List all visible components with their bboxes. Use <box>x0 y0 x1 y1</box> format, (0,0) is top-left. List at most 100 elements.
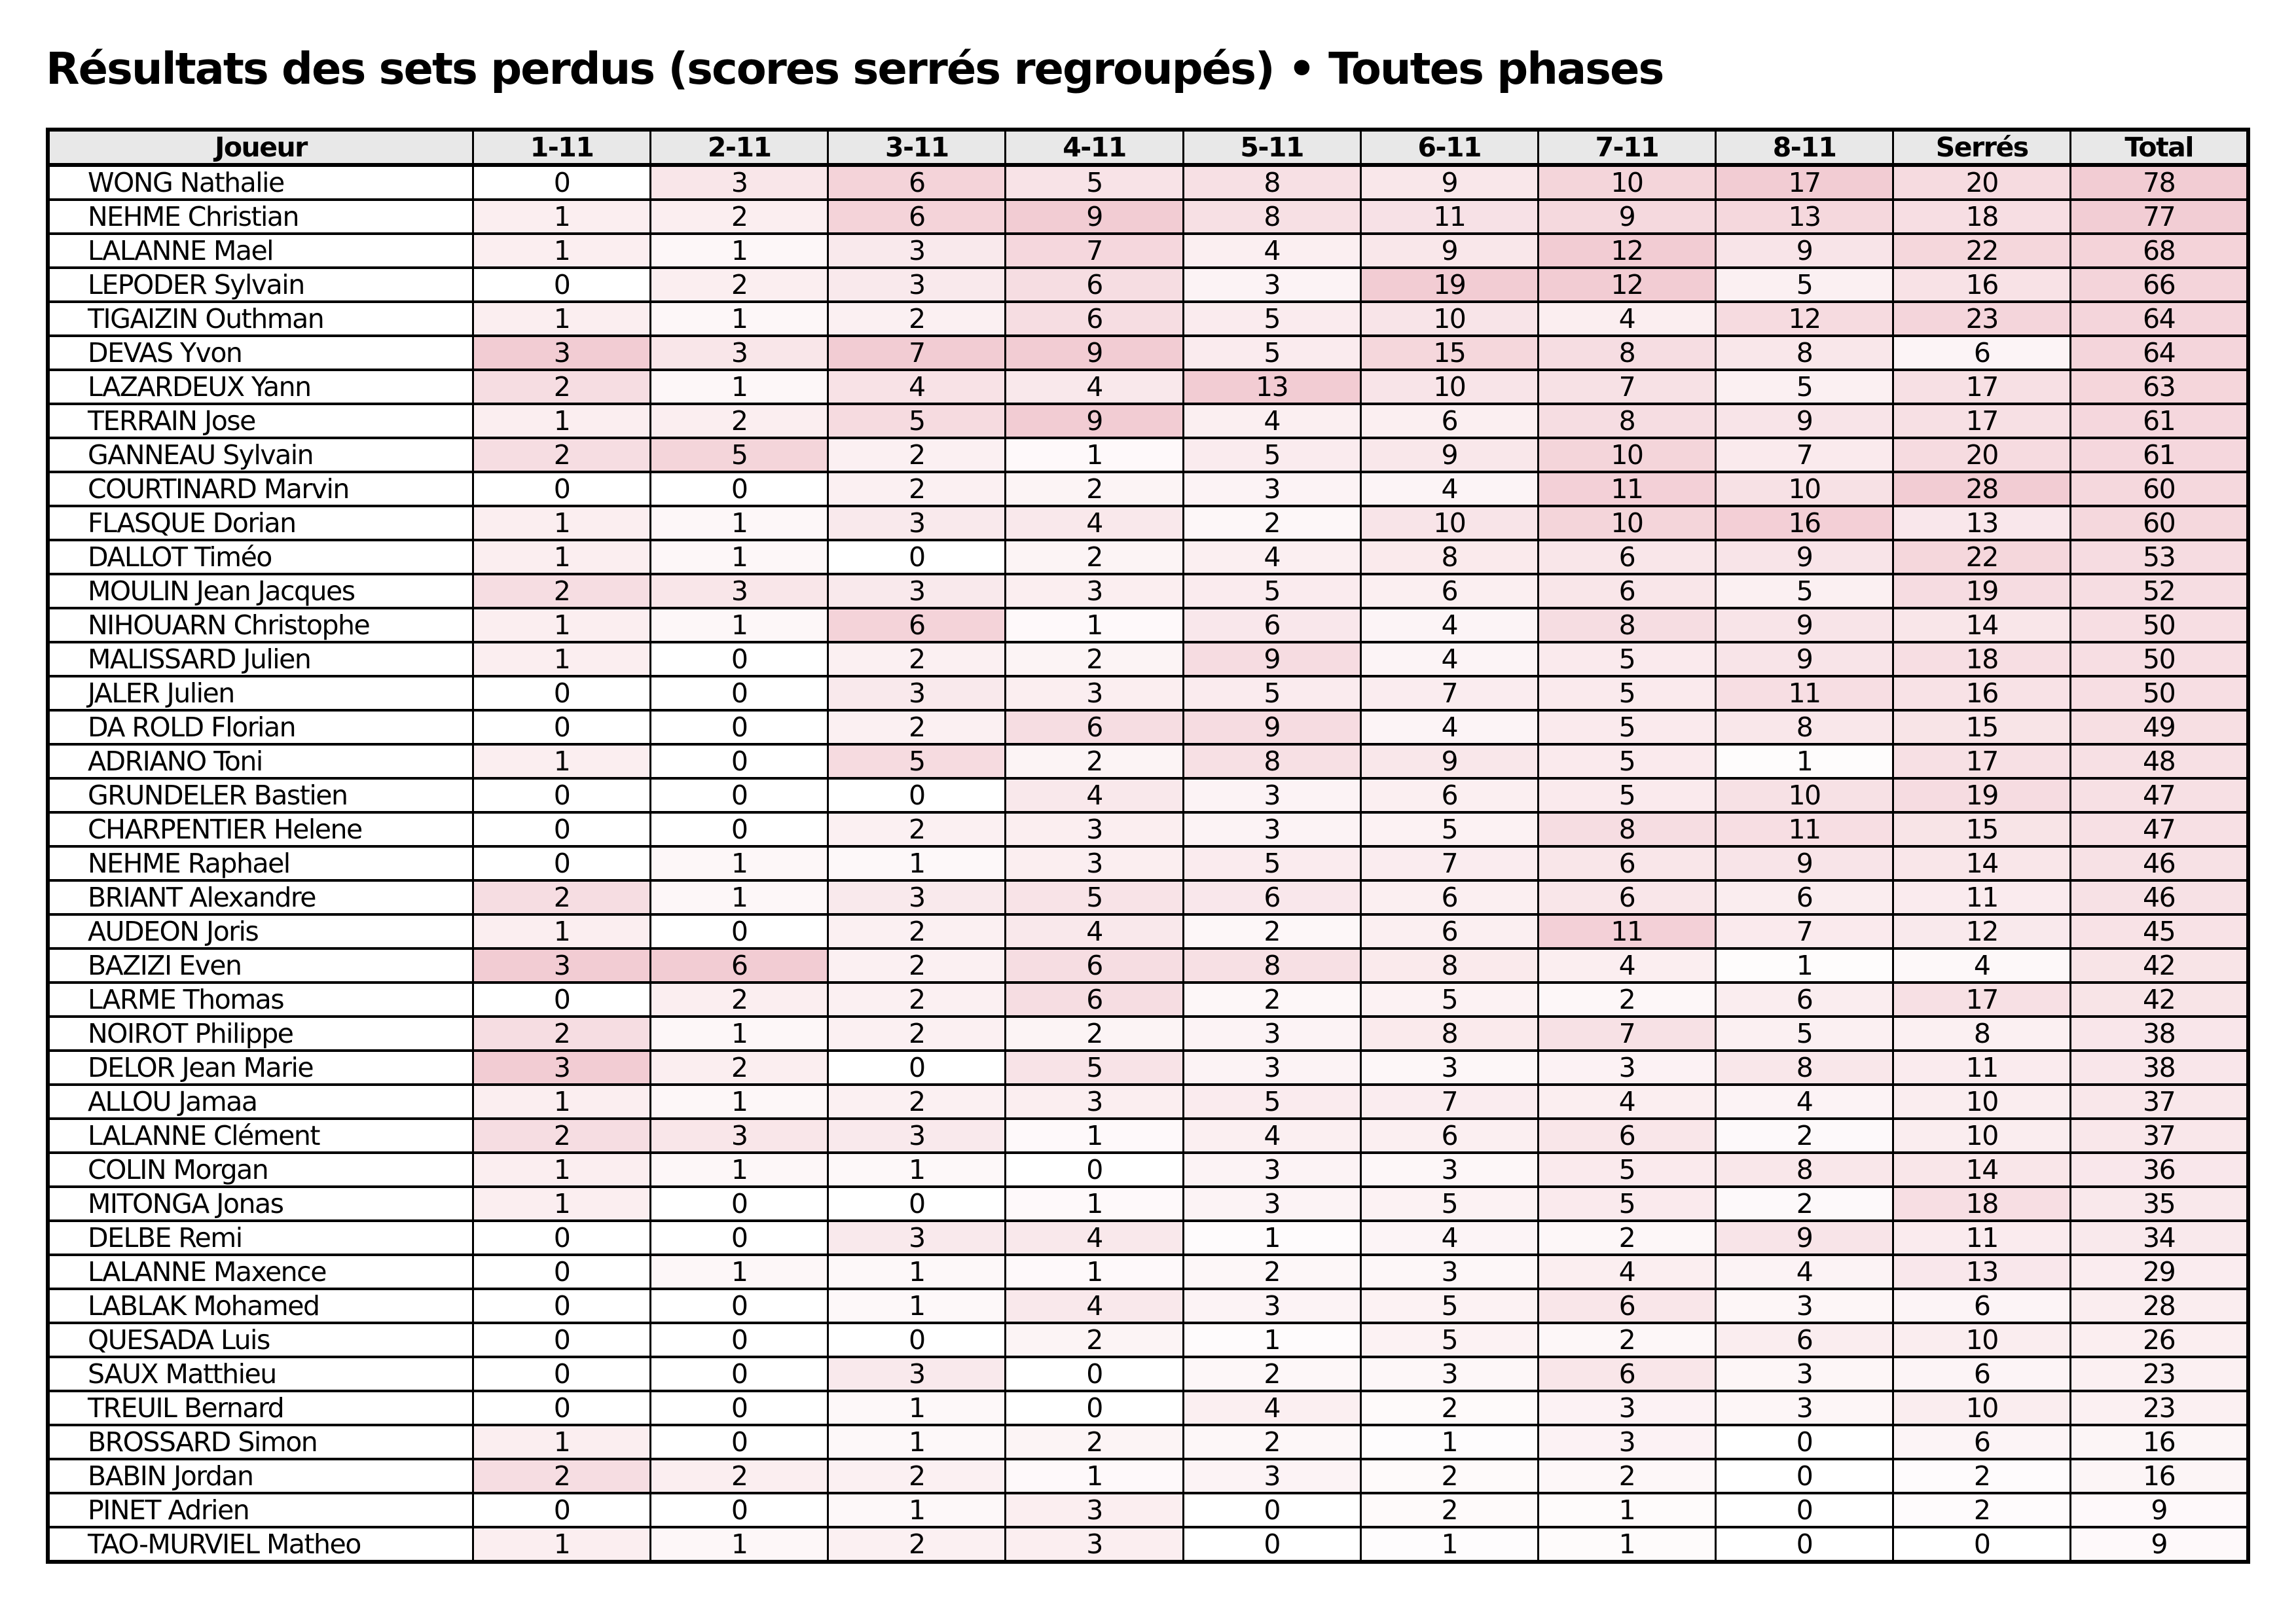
table-row: LALANNE Clément 2 3 3 1 4 6 6 2 10 37 <box>46 1117 2250 1155</box>
value-cell: 5 <box>1714 266 1895 304</box>
value-cell: 2 <box>1537 1322 1717 1359</box>
column-header-4-11: 4-11 <box>1004 128 1184 168</box>
value-cell: 45 <box>2069 913 2250 950</box>
value-cell: 2 <box>1537 1219 1717 1257</box>
value-cell: 4 <box>1004 1219 1184 1257</box>
value-cell: 4 <box>1004 1288 1184 1325</box>
value-cell: 14 <box>1892 607 2072 644</box>
value-cell: 15 <box>1892 709 2072 746</box>
value-cell: 5 <box>1182 300 1362 338</box>
value-cell: 0 <box>471 266 652 304</box>
value-cell: 2 <box>1537 981 1717 1019</box>
value-cell: 6 <box>1359 879 1539 916</box>
value-cell: 3 <box>1537 1424 1717 1461</box>
value-cell: 3 <box>827 879 1007 916</box>
results-table-header: Joueur 1-11 2-11 3-11 4-11 5-11 6-11 7-11 8-11 Se… <box>46 128 2250 168</box>
value-cell: 5 <box>1004 1049 1184 1087</box>
value-cell: 46 <box>2069 845 2250 882</box>
value-cell: 6 <box>1714 879 1895 916</box>
value-cell: 2 <box>649 1049 829 1087</box>
value-cell: 4 <box>1004 505 1184 542</box>
value-cell: 9 <box>2069 1492 2250 1529</box>
value-cell: 8 <box>1537 607 1717 644</box>
value-cell: 4 <box>1359 607 1539 644</box>
value-cell: 3 <box>1714 1356 1895 1393</box>
value-cell: 1 <box>471 1185 652 1223</box>
value-cell: 5 <box>1537 641 1717 678</box>
value-cell: 4 <box>1359 641 1539 678</box>
value-cell: 66 <box>2069 266 2250 304</box>
value-cell: 5 <box>1714 573 1895 610</box>
page-title: Résultats des sets perdus (scores serrés… <box>46 43 1664 94</box>
table-row: NEHME Raphael 0 1 1 3 5 7 6 9 14 46 <box>46 845 2250 882</box>
value-cell: 2 <box>1182 913 1362 950</box>
value-cell: 1 <box>1359 1424 1539 1461</box>
value-cell: 0 <box>471 777 652 814</box>
value-cell: 16 <box>1892 675 2072 712</box>
table-row: TERRAIN Jose 1 2 5 9 4 6 8 9 17 61 <box>46 403 2250 440</box>
value-cell: 6 <box>1004 981 1184 1019</box>
table-row: TREUIL Bernard 0 0 1 0 4 2 3 3 10 23 <box>46 1390 2250 1427</box>
value-cell: 11 <box>1714 675 1895 712</box>
value-cell: 3 <box>1359 1049 1539 1087</box>
value-cell: 2 <box>471 573 652 610</box>
player-name-cell: NIHOUARN Christophe <box>46 607 474 644</box>
value-cell: 5 <box>1714 369 1895 406</box>
value-cell: 9 <box>1714 539 1895 576</box>
value-cell: 1 <box>649 1254 829 1291</box>
value-cell: 6 <box>827 164 1007 202</box>
value-cell: 6 <box>1537 1356 1717 1393</box>
value-cell: 4 <box>1359 709 1539 746</box>
table-row: TAO-MURVIEL Matheo 1 1 2 3 0 1 1 0 0 9 <box>46 1526 2250 1564</box>
value-cell: 34 <box>2069 1219 2250 1257</box>
value-cell: 6 <box>1004 709 1184 746</box>
value-cell: 9 <box>2069 1526 2250 1564</box>
value-cell: 2 <box>827 437 1007 474</box>
value-cell: 6 <box>1537 1117 1717 1155</box>
player-name-cell: DALLOT Timéo <box>46 539 474 576</box>
value-cell: 3 <box>1004 811 1184 848</box>
table-row: GRUNDELER Bastien 0 0 0 4 3 6 5 10 19 47 <box>46 777 2250 814</box>
value-cell: 16 <box>2069 1458 2250 1495</box>
value-cell: 2 <box>1182 981 1362 1019</box>
value-cell: 0 <box>1182 1492 1362 1529</box>
value-cell: 0 <box>649 675 829 712</box>
table-row: MITONGA Jonas 1 0 0 1 3 5 5 2 18 35 <box>46 1185 2250 1223</box>
value-cell: 23 <box>2069 1356 2250 1393</box>
value-cell: 2 <box>1004 471 1184 508</box>
value-cell: 9 <box>1714 845 1895 882</box>
value-cell: 6 <box>1004 266 1184 304</box>
value-cell: 4 <box>1182 403 1362 440</box>
value-cell: 9 <box>1359 232 1539 270</box>
value-cell: 1 <box>827 1254 1007 1291</box>
value-cell: 6 <box>1892 1356 2072 1393</box>
value-cell: 2 <box>1892 1492 2072 1529</box>
value-cell: 60 <box>2069 505 2250 542</box>
value-cell: 0 <box>827 1185 1007 1223</box>
value-cell: 28 <box>1892 471 2072 508</box>
value-cell: 5 <box>1182 437 1362 474</box>
table-row: NOIROT Philippe 2 1 2 2 3 8 7 5 8 38 <box>46 1015 2250 1053</box>
player-name-cell: ALLOU Jamaa <box>46 1083 474 1121</box>
table-row: COURTINARD Marvin 0 0 2 2 3 4 11 10 28 60 <box>46 471 2250 508</box>
value-cell: 9 <box>1182 709 1362 746</box>
value-cell: 6 <box>1359 573 1539 610</box>
value-cell: 1 <box>649 879 829 916</box>
table-row: GANNEAU Sylvain 2 5 2 1 5 9 10 7 20 61 <box>46 437 2250 474</box>
value-cell: 52 <box>2069 573 2250 610</box>
value-cell: 7 <box>1359 675 1539 712</box>
value-cell: 2 <box>1359 1492 1539 1529</box>
value-cell: 1 <box>1182 1219 1362 1257</box>
value-cell: 37 <box>2069 1083 2250 1121</box>
value-cell: 2 <box>471 1458 652 1495</box>
value-cell: 16 <box>1714 505 1895 542</box>
value-cell: 4 <box>1359 1219 1539 1257</box>
value-cell: 2 <box>1182 1356 1362 1393</box>
value-cell: 10 <box>1359 505 1539 542</box>
value-cell: 47 <box>2069 811 2250 848</box>
value-cell: 3 <box>1714 1288 1895 1325</box>
value-cell: 0 <box>649 1185 829 1223</box>
value-cell: 1 <box>1004 607 1184 644</box>
value-cell: 6 <box>1359 403 1539 440</box>
value-cell: 12 <box>1892 913 2072 950</box>
